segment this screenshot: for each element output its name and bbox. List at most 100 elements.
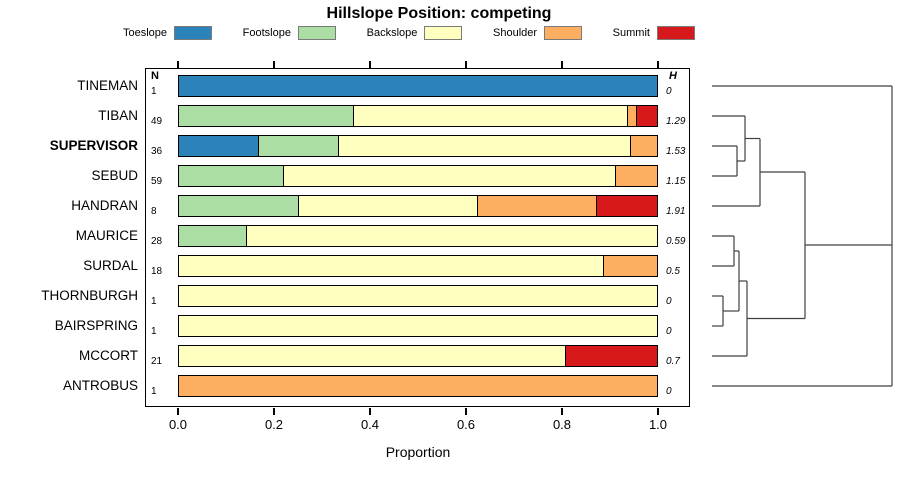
h-value: 0: [666, 86, 672, 97]
bar-segment-shoulder: [477, 196, 598, 216]
bar-segment-backslope: [338, 136, 631, 156]
axis-tick-label: 0.2: [264, 417, 284, 432]
h-value: 1.91: [666, 206, 686, 217]
axis-tick-label: 0.4: [360, 417, 380, 432]
h-column-header: H: [669, 70, 677, 82]
stacked-bar: [178, 255, 658, 277]
axis-tick-top: [561, 61, 563, 68]
row-label: SUPERVISOR: [49, 138, 138, 153]
bar-segment-shoulder: [179, 376, 657, 396]
h-value: 0.5: [666, 266, 680, 277]
axis-tick-bottom: [465, 408, 467, 415]
h-value: 1.53: [666, 146, 686, 157]
legend-item-toeslope: Toeslope: [123, 26, 213, 40]
h-value: 0.59: [666, 236, 686, 247]
row-label: MCCORT: [79, 348, 138, 363]
plot-frame: [145, 68, 690, 407]
bar-segment-footslope: [179, 226, 248, 246]
legend-label: Backslope: [366, 27, 418, 39]
stacked-bar: [178, 135, 658, 157]
stacked-bar: [178, 315, 658, 337]
n-column-header: N: [151, 70, 159, 82]
n-value: 1: [151, 296, 157, 307]
bar-segment-summit: [637, 106, 657, 126]
bar-segment-summit: [597, 196, 657, 216]
axis-tick-top: [177, 61, 179, 68]
n-value: 21: [151, 356, 163, 367]
legend-label: Summit: [612, 27, 650, 39]
legend-item-summit: Summit: [613, 26, 695, 40]
axis-tick-bottom: [561, 408, 563, 415]
legend-swatch-shoulder: [544, 26, 583, 40]
n-value: 1: [151, 86, 157, 97]
h-value: 0: [666, 326, 672, 337]
legend-swatch-toeslope: [174, 26, 213, 40]
bar-segment-shoulder: [603, 256, 657, 276]
bar-segment-footslope: [179, 106, 355, 126]
axis-tick-label: 0.8: [552, 417, 572, 432]
bar-segment-footslope: [258, 136, 339, 156]
legend-item-backslope: Backslope: [367, 26, 463, 40]
bar-segment-backslope: [354, 106, 628, 126]
axis-tick-label: 1.0: [648, 417, 668, 432]
h-value: 0.7: [666, 356, 680, 367]
legend-swatch-backslope: [424, 26, 463, 40]
bar-segment-shoulder: [616, 166, 657, 186]
bar-segment-toeslope: [179, 136, 259, 156]
axis-tick-bottom: [657, 408, 659, 415]
axis-tick-label: 0.6: [456, 417, 476, 432]
axis-tick-top: [465, 61, 467, 68]
row-label: TIBAN: [98, 108, 138, 123]
stacked-bar: [178, 195, 658, 217]
chart-title: Hillslope Position: competing: [326, 5, 552, 22]
row-label: HANDRAN: [71, 198, 138, 213]
axis-tick-top: [369, 61, 371, 68]
n-value: 8: [151, 206, 157, 217]
legend-swatch-footslope: [297, 26, 336, 40]
n-value: 1: [151, 386, 157, 397]
x-axis-label: Proportion: [385, 444, 451, 460]
row-label: THORNBURGH: [41, 288, 138, 303]
legend-swatch-summit: [656, 26, 695, 40]
axis-tick-bottom: [177, 408, 179, 415]
stacked-bar: [178, 285, 658, 307]
axis-tick-label: 0.0: [168, 417, 188, 432]
row-label: TINEMAN: [77, 78, 138, 93]
row-label: BAIRSPRING: [54, 318, 138, 333]
legend-item-footslope: Footslope: [243, 26, 336, 40]
row-label: SEBUD: [91, 168, 138, 183]
bar-segment-backslope: [284, 166, 617, 186]
bar-segment-toeslope: [179, 76, 657, 96]
stacked-bar: [178, 105, 658, 127]
bar-segment-backslope: [179, 316, 657, 336]
bar-segment-footslope: [179, 166, 285, 186]
bar-segment-backslope: [179, 286, 657, 306]
bar-segment-shoulder: [630, 136, 657, 156]
h-value: 1.29: [666, 116, 686, 127]
stacked-bar: [178, 75, 658, 97]
legend: Toeslope Footslope Backslope Shoulder Summit: [123, 26, 695, 40]
stacked-bar: [178, 225, 658, 247]
n-value: 49: [151, 116, 163, 127]
bar-segment-footslope: [179, 196, 299, 216]
n-value: 59: [151, 176, 163, 187]
axis-tick-bottom: [273, 408, 275, 415]
bar-segment-backslope: [179, 346, 567, 366]
n-value: 36: [151, 146, 163, 157]
n-value: 1: [151, 326, 157, 337]
bar-segment-summit: [566, 346, 657, 366]
axis-tick-top: [273, 61, 275, 68]
h-value: 0: [666, 296, 672, 307]
h-value: 1.15: [666, 176, 686, 187]
stacked-bar: [178, 165, 658, 187]
legend-item-shoulder: Shoulder: [493, 26, 583, 40]
stacked-bar: [178, 345, 658, 367]
legend-label: Toeslope: [123, 27, 168, 39]
bar-segment-backslope: [298, 196, 478, 216]
row-label: MAURICE: [75, 228, 138, 243]
bar-segment-backslope: [247, 226, 657, 246]
axis-tick-bottom: [369, 408, 371, 415]
axis-tick-top: [657, 61, 659, 68]
